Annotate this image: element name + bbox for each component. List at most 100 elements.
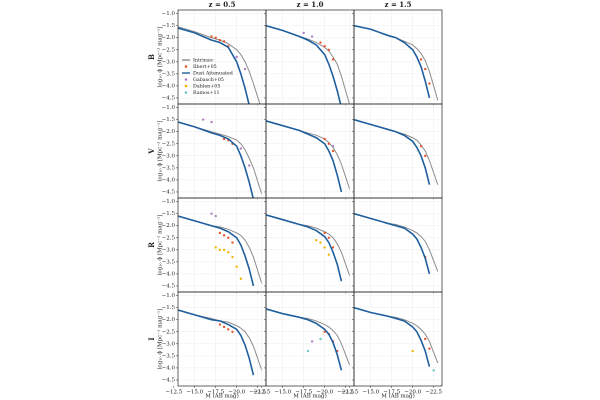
x-tick-label: −12.5: [165, 390, 182, 396]
y-tick-label: −3.5: [162, 165, 176, 171]
column-title: z = 0.5: [209, 0, 236, 9]
legend-label: Dahlen+05: [193, 84, 220, 90]
point: [315, 238, 318, 242]
x-tick-label: −22.5: [337, 390, 354, 396]
x-axis-label: M (AB mag): [205, 393, 238, 400]
point: [323, 137, 326, 141]
y-tick-label: −2.5: [162, 141, 176, 147]
panel: −1.0 −1.5 −2.0 −2.5 −3.0 −3.5 −4.0 −4.5 B log₁₀ ϕ…: [147, 9, 267, 106]
data: [266, 308, 351, 371]
y-tick-label: −4.0: [162, 177, 176, 183]
line: [266, 120, 351, 190]
point: [411, 349, 414, 353]
data: [354, 24, 439, 101]
row-label: V: [147, 148, 156, 155]
panel-frame: [177, 9, 267, 105]
panel-frame: [353, 291, 443, 387]
point: [235, 265, 238, 268]
x-axis-label: M (AB mag): [293, 393, 326, 400]
panel: −1.0 −1.5 −2.0 −2.5 −3.0 −3.5 −4.0 −4.5 V log₁₀ ϕ…: [147, 103, 267, 200]
x-tick-label: −22.5: [425, 390, 442, 396]
line: [266, 308, 343, 371]
y-tick-label: −4.5: [162, 283, 176, 289]
panel: −1.0 −1.5 −2.0 −2.5 −3.0 −3.5 −4.0 −4.5 R log₁₀ ϕ…: [147, 197, 267, 294]
y-tick-label: −2.0: [162, 129, 176, 135]
y-tick-label: −3.0: [162, 59, 176, 65]
x-tick-label: −20.0: [404, 390, 421, 396]
legend-swatch: [184, 91, 188, 94]
x-tick-label: −15.0: [274, 390, 291, 396]
point: [327, 48, 331, 51]
row-label: I: [147, 337, 156, 340]
panel-frame: [177, 103, 267, 199]
legend-swatch: [184, 84, 188, 88]
panel-frame: [353, 197, 443, 293]
point: [319, 337, 322, 341]
point: [424, 154, 427, 158]
y-tick-label: −2.0: [162, 317, 176, 323]
legend-label: Ilbert+05: [193, 64, 217, 70]
row-label: R: [147, 242, 156, 248]
x-tick-label: −20.0: [316, 390, 333, 396]
data: [266, 24, 350, 104]
x-tick-label: −12.5: [341, 390, 358, 396]
data: [178, 309, 263, 376]
line: [266, 120, 343, 193]
point: [214, 36, 217, 39]
legend-swatch: [184, 78, 188, 81]
column-title: z = 1.5: [385, 0, 412, 9]
y-tick-label: −4.5: [162, 189, 176, 195]
panel-frame: [353, 9, 443, 105]
line: [354, 119, 439, 185]
row-label: B: [147, 54, 156, 60]
x-tick-label: −17.5: [207, 390, 224, 396]
point: [331, 144, 335, 148]
point: [201, 118, 205, 121]
point: [243, 67, 247, 71]
point: [310, 340, 314, 343]
data: [266, 214, 351, 282]
point: [214, 246, 217, 249]
x-tick-label: −17.5: [295, 390, 312, 396]
y-tick-label: −1.5: [162, 23, 176, 29]
x-tick-label: −15.0: [362, 390, 379, 396]
line: [354, 212, 431, 275]
point: [419, 58, 423, 61]
line: [178, 26, 261, 104]
legend-swatch: [184, 65, 188, 68]
panel: [261, 9, 355, 106]
point: [327, 236, 331, 239]
x-tick-label: −15.0: [186, 390, 203, 396]
panel-frame: [265, 9, 355, 105]
point: [218, 231, 222, 235]
panel: [261, 197, 355, 294]
y-axis-label: log₁₀ ϕ [Mpc⁻³ mag⁻¹]: [157, 27, 164, 88]
x-tick-label: −20.0: [228, 390, 245, 396]
y-tick-label: −3.5: [162, 259, 176, 265]
y-tick-label: −4.5: [162, 95, 176, 101]
y-tick-label: −2.5: [162, 47, 176, 53]
point: [310, 35, 314, 38]
data: [178, 212, 263, 287]
line: [178, 27, 250, 104]
panel: −1.0 −1.5 −2.0 −2.5 −3.0 −3.5 −4.0 −4.5 −12.5 −15…: [147, 291, 267, 396]
point: [231, 330, 234, 333]
y-tick-label: −1.5: [162, 117, 176, 123]
panel-frame: [265, 103, 355, 199]
y-tick-label: −4.0: [162, 365, 176, 371]
panel: [349, 103, 443, 200]
line: [266, 214, 343, 282]
point: [331, 149, 335, 153]
point: [222, 325, 226, 329]
point: [432, 369, 435, 372]
panel: −12.5 −15.0 −17.5 −20.0 −22.5: [341, 291, 443, 396]
y-tick-label: −2.5: [162, 329, 176, 335]
point: [222, 137, 226, 141]
point: [428, 82, 431, 85]
point: [222, 40, 226, 43]
point: [231, 241, 234, 244]
data: [354, 118, 439, 185]
panel: [349, 9, 443, 106]
data: [266, 120, 351, 193]
line: [354, 24, 431, 99]
